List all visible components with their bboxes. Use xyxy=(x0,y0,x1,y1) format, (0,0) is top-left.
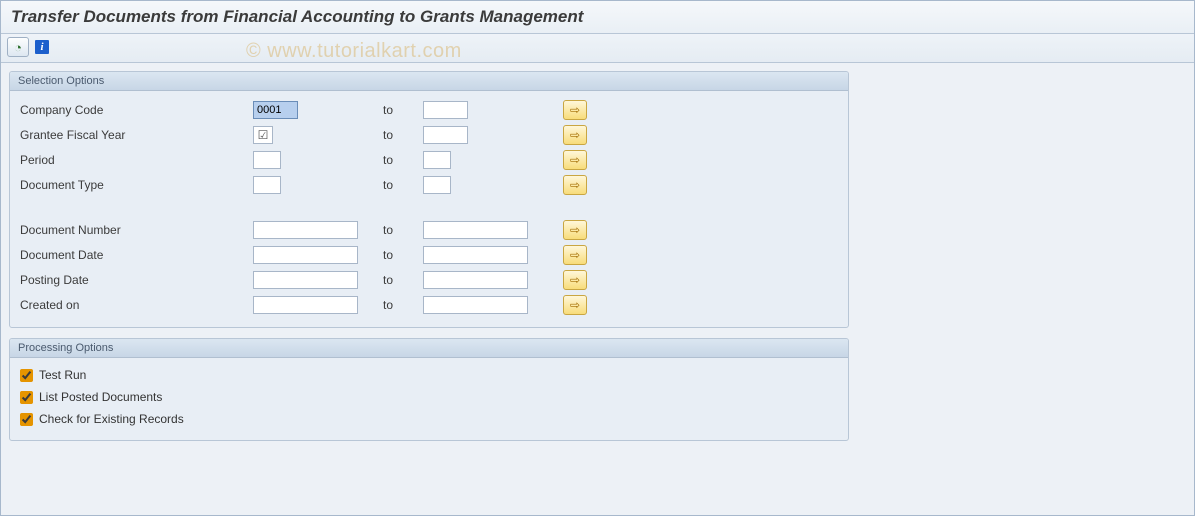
processing-options-body: Test Run List Posted Documents Check for… xyxy=(10,358,848,440)
document-number-multiselect-button[interactable]: ⇨ xyxy=(563,220,587,240)
row-document-date: Document Date to ⇨ xyxy=(18,242,840,267)
test-run-checkbox[interactable] xyxy=(20,369,33,382)
row-company-code: Company Code to ⇨ xyxy=(18,97,840,122)
document-date-to-input[interactable] xyxy=(423,246,528,264)
row-created-on: Created on to ⇨ xyxy=(18,292,840,317)
to-label: to xyxy=(383,273,423,287)
label-document-number: Document Number xyxy=(18,223,253,237)
document-number-to-input[interactable] xyxy=(423,221,528,239)
posting-date-to-input[interactable] xyxy=(423,271,528,289)
selection-options-body: Company Code to ⇨ Grantee Fiscal Year ☑ … xyxy=(10,91,848,327)
watermark: © www.tutorialkart.com xyxy=(246,40,462,63)
period-to-input[interactable] xyxy=(423,151,451,169)
row-document-number: Document Number to ⇨ xyxy=(18,217,840,242)
document-type-from-input[interactable] xyxy=(253,176,281,194)
to-label: to xyxy=(383,103,423,117)
created-on-from-input[interactable] xyxy=(253,296,358,314)
to-label: to xyxy=(383,298,423,312)
selection-options-group: Selection Options Company Code to ⇨ Gran… xyxy=(9,71,849,328)
sap-screen: Transfer Documents from Financial Accoun… xyxy=(0,0,1195,516)
document-date-from-input[interactable] xyxy=(253,246,358,264)
posting-date-from-input[interactable] xyxy=(253,271,358,289)
list-posted-documents-checkbox[interactable] xyxy=(20,391,33,404)
selection-options-title: Selection Options xyxy=(10,72,848,91)
row-grantee-fiscal-year: Grantee Fiscal Year ☑ to ⇨ xyxy=(18,122,840,147)
processing-options-title: Processing Options xyxy=(10,339,848,358)
label-check-existing-records: Check for Existing Records xyxy=(39,412,184,426)
created-on-multiselect-button[interactable]: ⇨ xyxy=(563,295,587,315)
to-label: to xyxy=(383,153,423,167)
info-icon[interactable]: i xyxy=(35,40,49,54)
to-label: to xyxy=(383,128,423,142)
company-code-from-input[interactable] xyxy=(253,101,298,119)
posting-date-multiselect-button[interactable]: ⇨ xyxy=(563,270,587,290)
page-title: Transfer Documents from Financial Accoun… xyxy=(1,1,1194,34)
label-created-on: Created on xyxy=(18,298,253,312)
document-type-multiselect-button[interactable]: ⇨ xyxy=(563,175,587,195)
grantee-fiscal-year-from-checkbox[interactable]: ☑ xyxy=(253,126,273,144)
label-list-posted-documents: List Posted Documents xyxy=(39,390,162,404)
panel-area: Selection Options Company Code to ⇨ Gran… xyxy=(1,63,1194,459)
toolbar: i © www.tutorialkart.com xyxy=(1,34,1194,63)
row-check-existing-records: Check for Existing Records xyxy=(18,408,840,430)
label-company-code: Company Code xyxy=(18,103,253,117)
to-label: to xyxy=(383,248,423,262)
row-posting-date: Posting Date to ⇨ xyxy=(18,267,840,292)
grantee-fiscal-year-to-input[interactable] xyxy=(423,126,468,144)
row-document-type: Document Type to ⇨ xyxy=(18,172,840,197)
row-list-posted-documents: List Posted Documents xyxy=(18,386,840,408)
execute-button[interactable] xyxy=(7,37,29,57)
grantee-fiscal-year-multiselect-button[interactable]: ⇨ xyxy=(563,125,587,145)
created-on-to-input[interactable] xyxy=(423,296,528,314)
processing-options-group: Processing Options Test Run List Posted … xyxy=(9,338,849,441)
company-code-multiselect-button[interactable]: ⇨ xyxy=(563,100,587,120)
row-test-run: Test Run xyxy=(18,364,840,386)
execute-icon xyxy=(14,40,22,55)
label-period: Period xyxy=(18,153,253,167)
label-document-date: Document Date xyxy=(18,248,253,262)
check-existing-records-checkbox[interactable] xyxy=(20,413,33,426)
period-from-input[interactable] xyxy=(253,151,281,169)
to-label: to xyxy=(383,178,423,192)
label-document-type: Document Type xyxy=(18,178,253,192)
company-code-to-input[interactable] xyxy=(423,101,468,119)
label-test-run: Test Run xyxy=(39,368,86,382)
row-period: Period to ⇨ xyxy=(18,147,840,172)
label-grantee-fiscal-year: Grantee Fiscal Year xyxy=(18,128,253,142)
document-type-to-input[interactable] xyxy=(423,176,451,194)
document-number-from-input[interactable] xyxy=(253,221,358,239)
to-label: to xyxy=(383,223,423,237)
period-multiselect-button[interactable]: ⇨ xyxy=(563,150,587,170)
spacer xyxy=(18,197,840,217)
label-posting-date: Posting Date xyxy=(18,273,253,287)
document-date-multiselect-button[interactable]: ⇨ xyxy=(563,245,587,265)
